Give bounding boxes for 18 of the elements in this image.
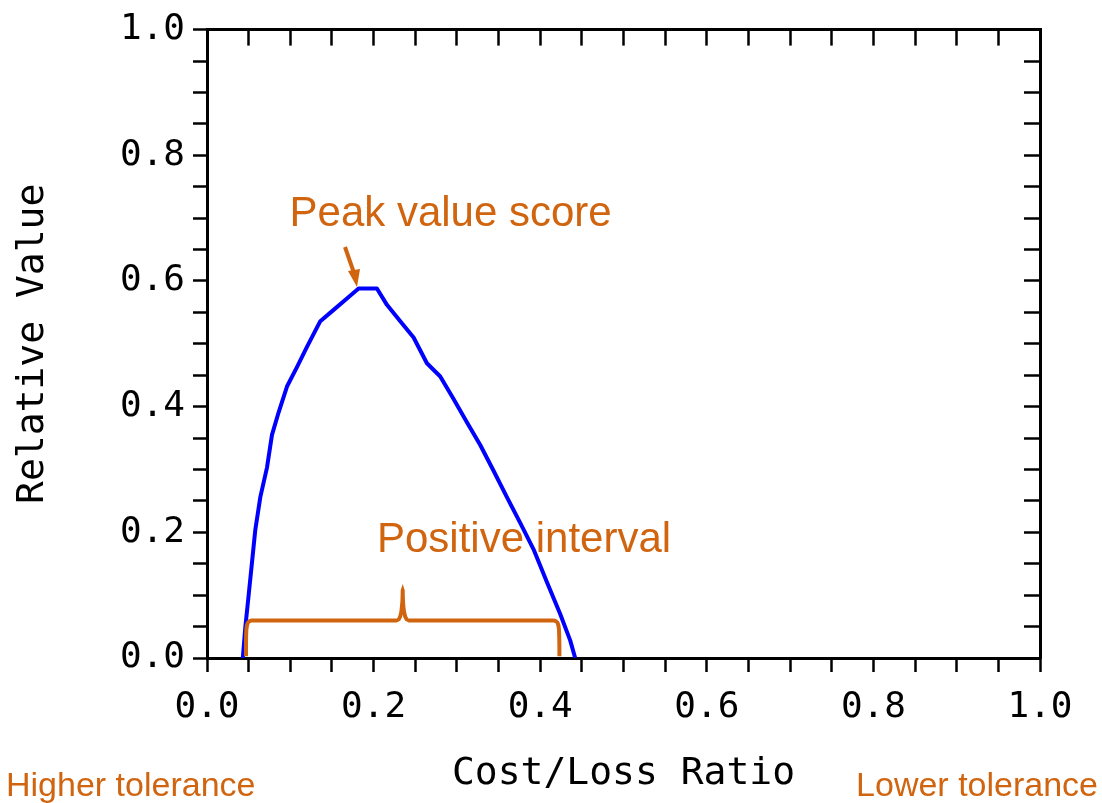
y-tick-label: 0.4 (119, 383, 185, 424)
y-tick-label: 0.2 (119, 508, 185, 550)
annotation: Positive interval (377, 514, 672, 562)
text: Higher tolerance (6, 765, 256, 803)
x-tick-label: 0.0 (174, 683, 240, 725)
y-tick-label: 0.8 (119, 131, 185, 173)
x-tick-label: 0.4 (507, 683, 573, 725)
y-tick-label: 1.0 (119, 5, 185, 47)
annotation: Peak value score (289, 187, 612, 235)
y-tick-label: 0.6 (119, 257, 185, 299)
x-tick-label: 0.6 (674, 683, 740, 725)
x-tick-label: 1.0 (1007, 683, 1073, 725)
x-axis-title: Cost/Loss Ratio (451, 749, 796, 794)
x-tick-label: 0.2 (341, 683, 407, 725)
y-axis-title: Relative Value (7, 183, 52, 504)
x-tick-label: 0.8 (840, 683, 906, 725)
text: Lower tolerance (856, 765, 1098, 803)
y-tick-label: 0.0 (119, 634, 185, 676)
